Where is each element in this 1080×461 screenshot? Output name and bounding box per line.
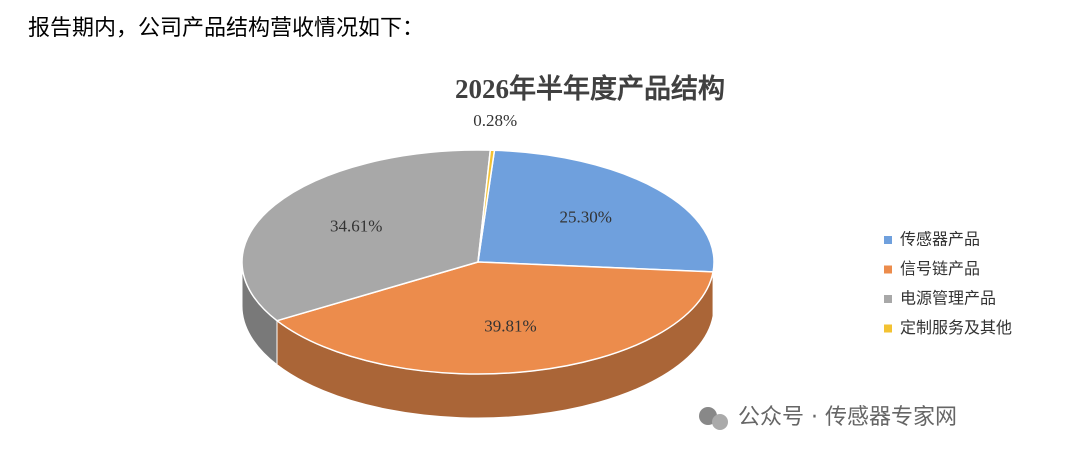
legend-marker	[884, 236, 892, 244]
chart-title: 2026年半年度产品结构	[455, 73, 725, 104]
pie-slice	[275, 261, 714, 375]
legend-marker	[884, 295, 892, 303]
data-label: 0.28%	[473, 111, 517, 130]
pie-slice	[477, 149, 715, 273]
data-label: 25.30%	[560, 207, 612, 226]
watermark-text: 公众号 · 传感器专家网	[738, 405, 957, 430]
legend-label: 信号链产品	[900, 259, 980, 278]
legend-label: 传感器产品	[900, 230, 980, 249]
pie-slice	[241, 149, 492, 322]
legend-label: 定制服务及其他	[900, 318, 1012, 337]
legend-marker	[884, 324, 892, 333]
legend-marker	[884, 265, 892, 274]
legend-label: 电源管理产品	[900, 289, 996, 308]
pie-slice	[477, 149, 496, 263]
watermark: 公众号 · 传感器专家网	[699, 405, 957, 430]
pie-tops	[241, 149, 715, 375]
data-label: 39.81%	[484, 316, 536, 335]
intro-text: 报告期内，公司产品结构营收情况如下：	[28, 15, 424, 40]
data-label: 34.61%	[330, 217, 382, 236]
watermark-icon	[712, 414, 728, 430]
